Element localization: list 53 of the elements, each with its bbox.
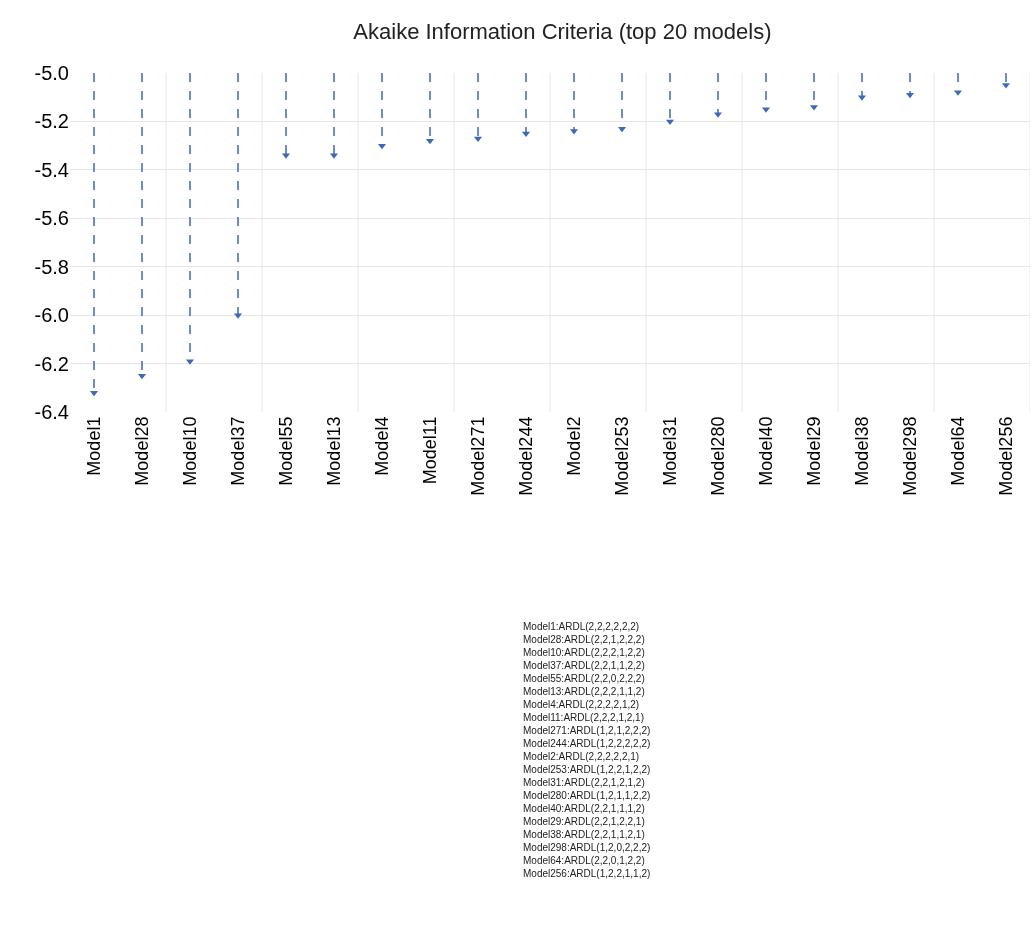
x-tick-label: Model244	[515, 416, 536, 496]
point	[89, 390, 99, 397]
x-tick-label: Model10	[179, 416, 200, 486]
text: Model13:ARDL(2,2,2,1,1,2)	[523, 686, 645, 697]
text: Model253:ARDL(1,2,2,1,2,2)	[523, 764, 651, 775]
text: Model37:ARDL(2,2,1,1,2,2)	[523, 660, 645, 671]
text: Model271:ARDL(1,2,1,2,2,2)	[523, 725, 651, 736]
text: Model40:ARDL(2,2,1,1,1,2)	[523, 803, 645, 814]
chart-title: Akaike Information Criteria (top 20 models)	[353, 19, 772, 45]
text: Model4:ARDL(2,2,2,2,1,2)	[523, 699, 640, 710]
x-tick-label: Model55	[275, 416, 296, 486]
y-tick-label: -5.6	[34, 207, 69, 230]
x-tick-label: Model298	[899, 416, 920, 496]
y-tick-label: -5.0	[34, 62, 69, 84]
x-tick-label: Model29	[803, 416, 824, 486]
text: Model38:ARDL(2,2,1,1,2,1)	[523, 829, 645, 840]
text: Model28:ARDL(2,2,1,2,2,2)	[523, 634, 645, 645]
text: Model55:ARDL(2,2,0,2,2,2)	[523, 673, 645, 684]
x-tick-label: Model271	[467, 416, 488, 496]
x-tick-label: Model4	[371, 416, 392, 476]
text: Model10:ARDL(2,2,2,1,2,2)	[523, 647, 645, 658]
x-tick-label: Model1	[83, 416, 104, 476]
x-tick-label: Model253	[611, 416, 632, 496]
x-tick-label: Model28	[131, 416, 152, 486]
text: Model1:ARDL(2,2,2,2,2,2)	[523, 621, 640, 632]
y-tick-label: -5.4	[34, 158, 69, 181]
x-tick-label: Model256	[995, 416, 1016, 496]
text: Model64:ARDL(2,2,0,1,2,2)	[523, 855, 645, 866]
x-tick-label: Model13	[323, 416, 344, 486]
text: Model11:ARDL(2,2,2,1,2,1)	[523, 712, 644, 723]
text: Model2:ARDL(2,2,2,2,2,1)	[523, 751, 640, 762]
text: Model29:ARDL(2,2,1,2,2,1)	[523, 816, 645, 827]
y-tick-label: -6.2	[34, 352, 69, 375]
point	[377, 143, 387, 150]
x-tick-label: Model2	[563, 416, 584, 476]
x-tick-label: Model37	[227, 416, 248, 486]
text: Model256:ARDL(1,2,2,1,1,2)	[523, 868, 651, 879]
x-tick-label: Model280	[707, 416, 728, 496]
y-tick-label: -5.2	[34, 110, 69, 133]
y-tick-label: -5.8	[34, 255, 69, 278]
text: Model244:ARDL(1,2,2,2,2,2)	[523, 738, 651, 749]
y-tick-label: -6.4	[34, 401, 69, 423]
text: Model280:ARDL(1,2,1,1,2,2)	[523, 790, 651, 801]
x-tick-label: Model40	[755, 416, 776, 486]
x-tick-label: Model11	[419, 416, 440, 485]
y-tick-label: -6.0	[34, 304, 69, 327]
point	[137, 373, 147, 380]
text: Model298:ARDL(1,2,0,2,2,2)	[523, 842, 651, 853]
x-tick-label: Model64	[947, 416, 968, 486]
x-tick-label: Model31	[659, 416, 680, 486]
x-tick-label: Model38	[851, 416, 872, 486]
text: Model31:ARDL(2,2,1,2,1,2)	[523, 777, 645, 788]
point	[617, 126, 627, 133]
